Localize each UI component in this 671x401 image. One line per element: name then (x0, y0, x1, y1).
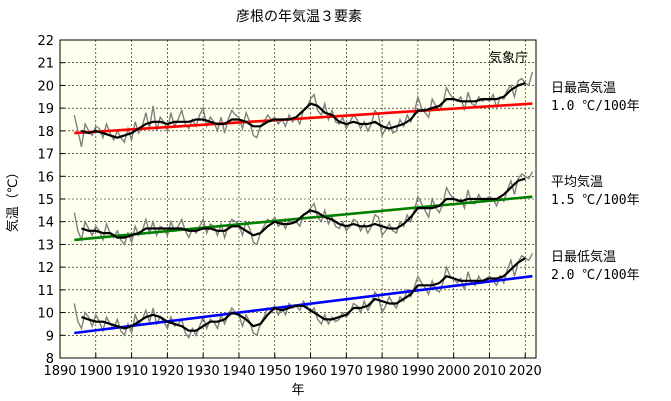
y-tick-label: 19 (37, 102, 54, 117)
y-tick-label: 9 (46, 329, 54, 344)
y-tick-label: 12 (37, 261, 54, 276)
legend-min-name: 日最低気温 (551, 249, 616, 265)
y-tick-label: 22 (37, 34, 54, 49)
x-tick-label: 1890 (43, 364, 76, 379)
chart-title: 彦根の年気温３要素 (236, 9, 362, 25)
trend-line-min (74, 274, 533, 335)
trend-line-max (74, 102, 533, 135)
y-tick-label: 21 (37, 57, 54, 72)
legend-min: 日最低気温 2.0 ℃/100年 (551, 249, 640, 283)
legend-max-name: 日最高気温 (551, 80, 616, 96)
trend-line-mean (74, 195, 533, 242)
series-mean (73, 171, 534, 246)
y-tick-label: 20 (37, 79, 54, 94)
legend-max-trend: 1.0 ℃/100年 (551, 99, 640, 114)
legend-max: 日最高気温 1.0 ℃/100年 (551, 80, 640, 114)
x-tick-label: 2000 (437, 364, 470, 379)
x-tick-label: 1950 (258, 364, 291, 379)
legend-mean-trend: 1.5 ℃/100年 (551, 193, 640, 208)
moving-average-line-mean (81, 177, 526, 239)
y-tick-label: 10 (37, 307, 54, 322)
x-tick-label: 1990 (401, 364, 434, 379)
moving-average-line-min (81, 257, 526, 332)
x-tick-label: 1920 (151, 364, 184, 379)
y-tick-label: 15 (37, 193, 54, 208)
x-tick-label: 2020 (509, 364, 542, 379)
series-min (73, 253, 534, 340)
x-tick-label: 1960 (294, 364, 327, 379)
moving-average-line-max (81, 82, 526, 139)
series-layer (73, 71, 534, 340)
y-tick-label: 16 (37, 170, 54, 185)
plot-frame (59, 39, 537, 359)
y-tick-label: 13 (37, 238, 54, 253)
y-tick-label: 11 (37, 284, 54, 299)
y-tick-label: 14 (37, 216, 54, 231)
y-tick-label: 18 (37, 125, 54, 140)
x-tick-label: 1910 (115, 364, 148, 379)
x-tick-label: 1970 (330, 364, 363, 379)
series-max (73, 71, 534, 147)
x-tick-label: 1900 (79, 364, 112, 379)
legend-min-trend: 2.0 ℃/100年 (551, 268, 640, 283)
legend-mean-name: 平均気温 (551, 174, 603, 190)
x-tick-label: 1930 (187, 364, 220, 379)
x-tick-label: 1940 (222, 364, 255, 379)
source-label: 気象庁 (489, 50, 528, 66)
y-tick-label: 17 (37, 148, 54, 163)
x-axis-label: 年 (291, 383, 304, 398)
y-tick-label: 8 (46, 352, 54, 367)
annual-line-min (73, 253, 534, 340)
x-tick-label: 1980 (366, 364, 399, 379)
y-axis-ticks: 8 9 10 11 12 13 14 15 16 17 18 19 20 21 22 (37, 34, 65, 367)
y-axis-label: 気温（℃） (5, 166, 21, 233)
x-tick-label: 2010 (473, 364, 506, 379)
legend-mean: 平均気温 1.5 ℃/100年 (551, 174, 640, 208)
x-axis-ticks: 1890 1900 1910 1920 1930 1940 1950 1960 1970 1980… (43, 353, 542, 379)
